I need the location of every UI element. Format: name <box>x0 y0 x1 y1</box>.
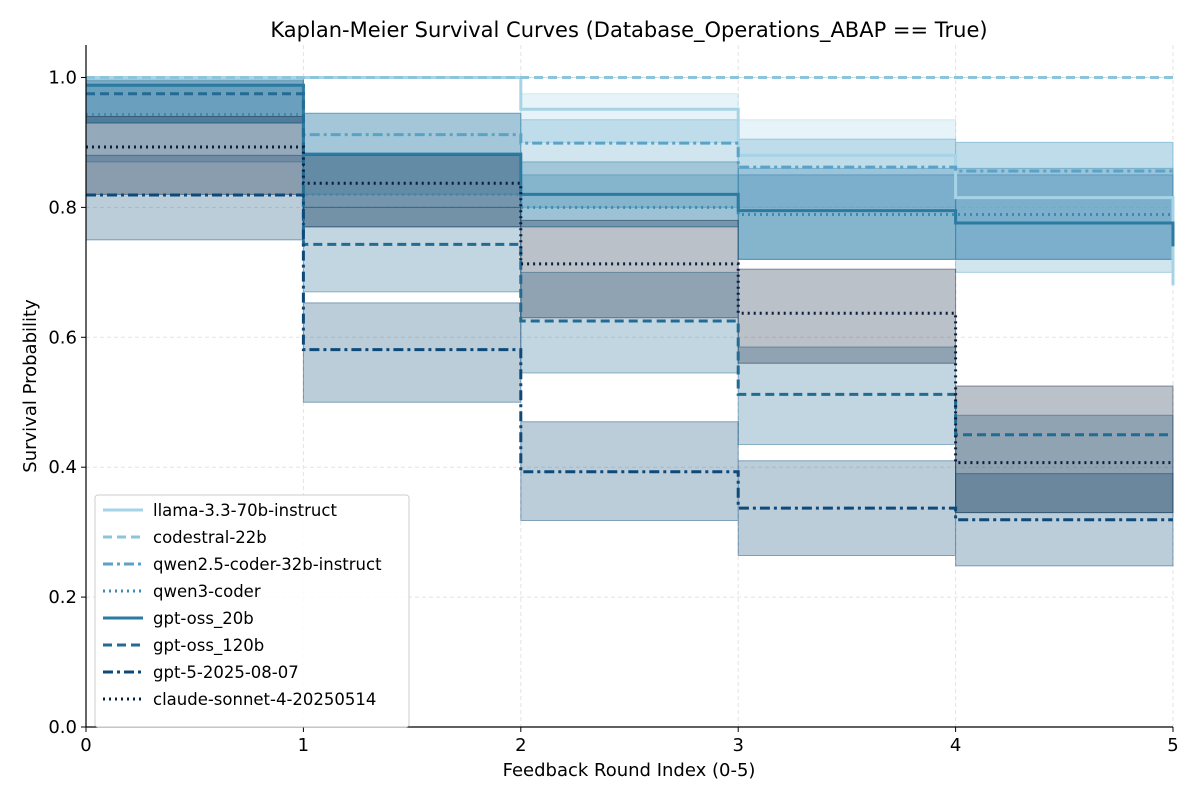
x-tick-label: 1 <box>298 735 309 756</box>
y-tick-label: 0.6 <box>48 327 77 348</box>
legend-label: qwen2.5-coder-32b-instruct <box>153 555 382 574</box>
x-tick-label: 3 <box>732 735 743 756</box>
legend-label: codestral-22b <box>153 528 267 547</box>
y-tick-label: 1.0 <box>48 67 77 88</box>
y-tick-label: 0.0 <box>48 717 77 738</box>
series-line-5 <box>86 92 1173 437</box>
y-tick-label: 0.8 <box>48 197 77 218</box>
series-line-7 <box>86 145 1173 465</box>
x-tick-label: 4 <box>950 735 961 756</box>
x-tick-label: 0 <box>80 735 91 756</box>
legend-frame <box>94 494 410 728</box>
confidence-bands <box>85 76 1174 567</box>
y-axis-label: Survival Probability <box>20 299 41 473</box>
legend: llama-3.3-70b-instruct codestral-22b qwen2… <box>94 494 410 728</box>
ci-band-6 <box>85 154 1174 567</box>
legend-label: claude-sonnet-4-20250514 <box>153 690 376 709</box>
survival-lines <box>86 76 1175 522</box>
axes: 0 1 2 3 4 5 0.0 0.2 0.4 0.6 0.8 1.0 <box>48 45 1179 756</box>
x-axis-label: Feedback Round Index (0-5) <box>503 760 756 781</box>
x-tick-label: 5 <box>1167 735 1178 756</box>
series-line-6 <box>86 193 1173 522</box>
x-tick-label: 2 <box>515 735 526 756</box>
legend-label: gpt-oss_20b <box>153 609 254 629</box>
legend-label: llama-3.3-70b-instruct <box>153 501 337 520</box>
chart-title: Kaplan-Meier Survival Curves (Database_O… <box>270 18 987 43</box>
legend-label: gpt-oss_120b <box>153 636 264 656</box>
y-tick-label: 0.2 <box>48 587 77 608</box>
y-tick-label: 0.4 <box>48 457 77 478</box>
series-line-2 <box>86 83 1173 173</box>
legend-label: gpt-5-2025-08-07 <box>153 663 299 682</box>
legend-label: qwen3-coder <box>153 582 261 601</box>
